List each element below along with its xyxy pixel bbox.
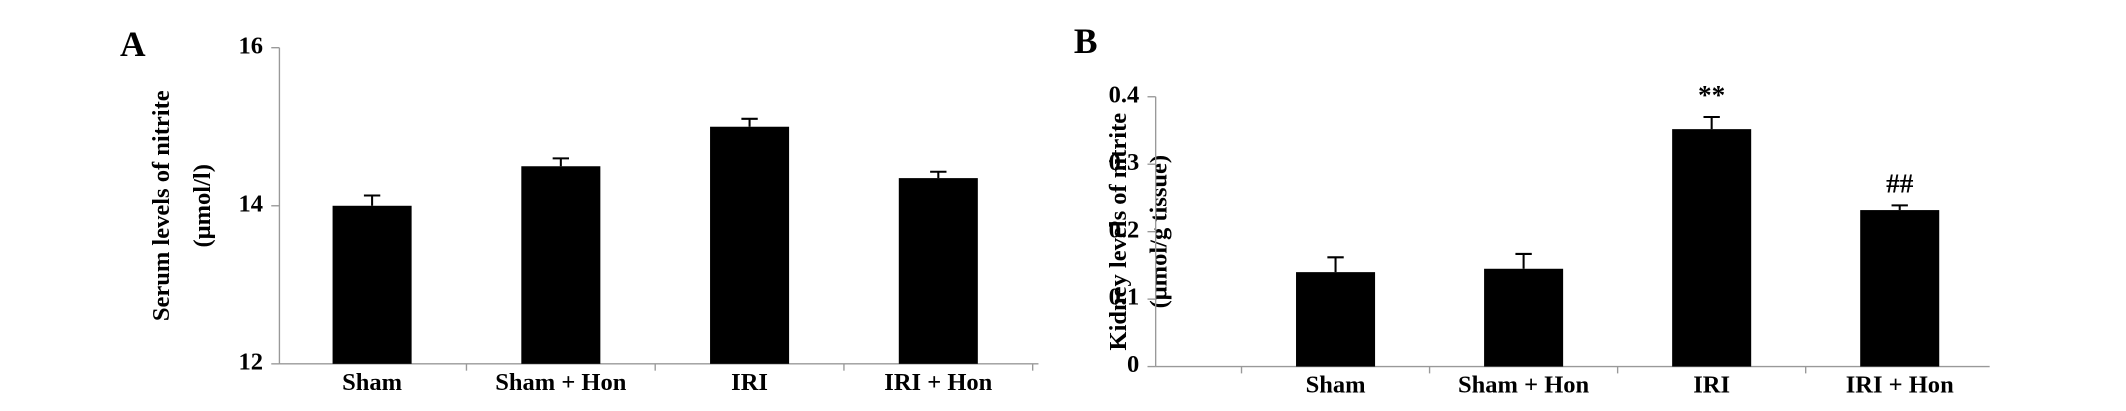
y-axis-label: (μmol/l) bbox=[189, 164, 216, 247]
y-tick-label: 14 bbox=[239, 190, 264, 217]
panel-label: B bbox=[1074, 21, 1098, 61]
y-axis-label: Serum levels of nitrite bbox=[148, 90, 175, 321]
bar bbox=[1296, 272, 1376, 367]
y-tick-label: 0.2 bbox=[1109, 216, 1140, 243]
y-axis-label: Kidney levels of nitrite bbox=[1105, 113, 1132, 351]
x-tick-label: Sham + Hon bbox=[495, 369, 627, 396]
x-tick-label: Sham + Hon bbox=[1458, 372, 1590, 399]
y-tick-label: 0 bbox=[1127, 351, 1139, 378]
x-tick-label: IRI bbox=[1693, 372, 1730, 399]
annotation: ** bbox=[1698, 80, 1725, 110]
x-tick-label: IRI + Hon bbox=[1846, 372, 1954, 399]
y-tick-label: 0.4 bbox=[1109, 81, 1140, 108]
y-tick-label: 0.1 bbox=[1109, 284, 1140, 311]
annotation: ## bbox=[1886, 169, 1914, 199]
bar bbox=[332, 205, 412, 364]
bar bbox=[1860, 210, 1940, 367]
bar bbox=[1672, 129, 1752, 367]
bar bbox=[898, 178, 978, 364]
x-tick-label: IRI + Hon bbox=[884, 369, 992, 396]
bar bbox=[521, 166, 601, 364]
bar bbox=[1484, 268, 1564, 367]
panel-label: A bbox=[120, 24, 146, 64]
x-tick-label: Sham bbox=[342, 369, 402, 396]
x-tick-label: IRI bbox=[731, 369, 768, 396]
y-tick-label: 12 bbox=[239, 348, 264, 375]
y-tick-label: 16 bbox=[239, 32, 264, 59]
y-tick-label: 0.3 bbox=[1109, 149, 1140, 176]
x-tick-label: Sham bbox=[1306, 372, 1366, 399]
bar bbox=[710, 126, 790, 364]
